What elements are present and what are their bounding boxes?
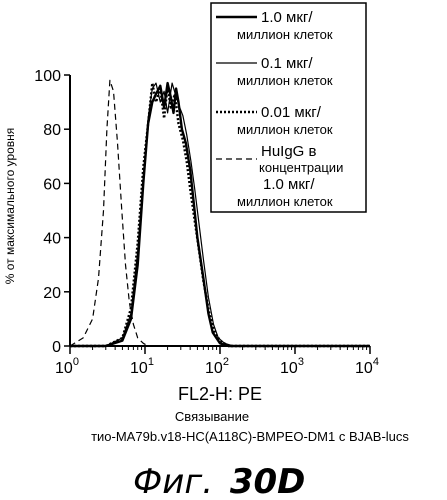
- x-tick-label: 102: [205, 356, 229, 377]
- y-tick-label: 0: [52, 339, 61, 356]
- legend-item-4-line2: концентрации: [259, 160, 343, 175]
- caption-line-2: тио-MA79b.v18-HC(A118C)-BMPEO-DM1 с BJAB…: [91, 429, 409, 444]
- legend-item-4-line1: HuIgG в: [261, 143, 317, 160]
- figure-title-prefix: Фиг.: [133, 462, 213, 500]
- legend-item-1-line2: миллион клеток: [237, 27, 333, 42]
- y-tick-label: 20: [43, 285, 61, 302]
- legend-item-4-line3: 1.0 мкг/: [263, 176, 315, 193]
- figure-title-number: 30D: [230, 462, 306, 500]
- legend: 1.0 мкг/ миллион клеток 0.1 мкг/ миллион…: [211, 3, 366, 212]
- x-tick-label: 103: [280, 356, 304, 377]
- y-tick-label: 80: [43, 122, 61, 139]
- x-axis-label: FL2-H: PE: [178, 384, 262, 404]
- legend-item-2-line2: миллион клеток: [237, 73, 333, 88]
- y-axis-ticks: 0 20 40 60 80 100: [34, 68, 70, 356]
- y-tick-label: 40: [43, 231, 61, 248]
- y-tick-label: 100: [34, 68, 61, 85]
- y-tick-label: 60: [43, 176, 61, 193]
- x-tick-label: 104: [355, 356, 379, 377]
- legend-item-3-line2: миллион клеток: [237, 122, 333, 137]
- legend-item-4-line4: миллион клеток: [237, 194, 333, 209]
- y-axis-label: % от максимального уровня: [3, 128, 17, 285]
- figure-title: Фиг. 30D: [133, 462, 305, 500]
- x-axis-ticks: 100 101 102 103 104: [55, 346, 379, 377]
- x-tick-label: 100: [55, 356, 79, 377]
- caption-line-1: Связывание: [175, 409, 249, 424]
- legend-item-3-line1: 0.01 мкг/: [261, 104, 322, 121]
- legend-item-1-line1: 1.0 мкг/: [261, 9, 313, 26]
- legend-item-2-line1: 0.1 мкг/: [261, 55, 313, 72]
- x-tick-label: 101: [130, 356, 154, 377]
